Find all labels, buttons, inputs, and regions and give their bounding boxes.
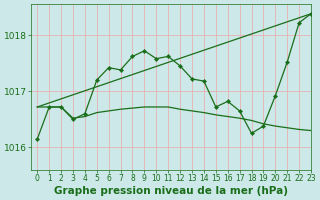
X-axis label: Graphe pression niveau de la mer (hPa): Graphe pression niveau de la mer (hPa): [54, 186, 288, 196]
